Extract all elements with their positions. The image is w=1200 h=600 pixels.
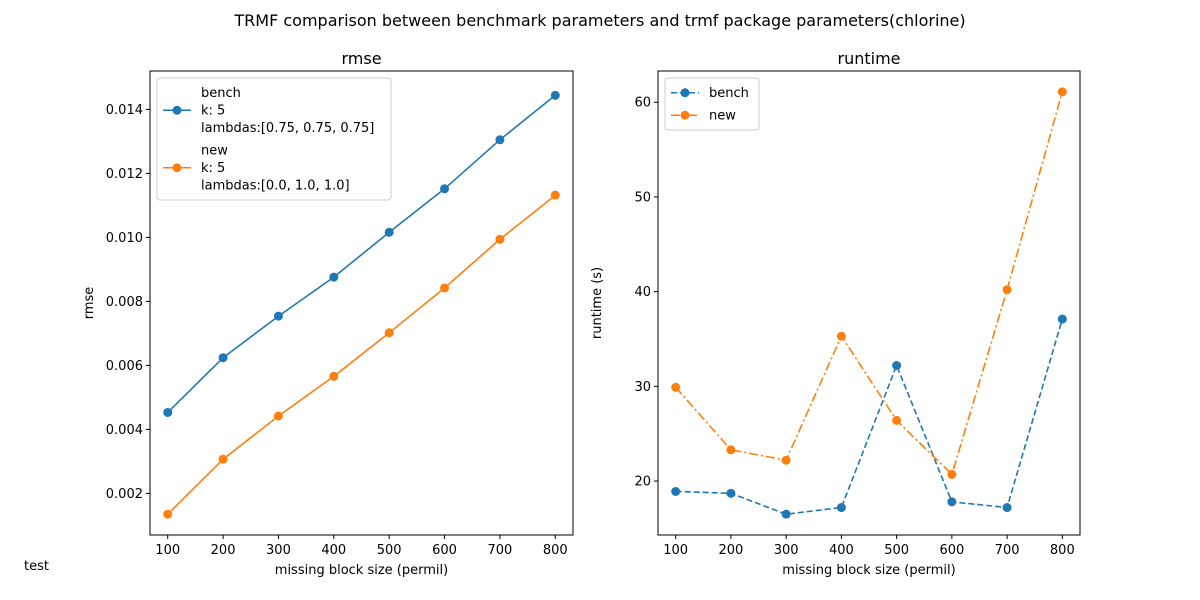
data-point-bench [329, 272, 339, 282]
y-tick-label: 60 [634, 96, 651, 111]
x-tick-label: 600 [939, 543, 964, 558]
data-point-new [218, 454, 228, 464]
x-tick-label: 500 [884, 543, 909, 558]
legend-label: bench [709, 86, 749, 101]
data-point-bench [836, 503, 846, 513]
data-point-bench [726, 488, 736, 498]
y-tick-label: 50 [634, 190, 651, 205]
legend-label: new [709, 109, 736, 124]
x-tick-label: 500 [377, 543, 402, 558]
data-point-new [1002, 285, 1012, 295]
y-tick-label: 40 [634, 285, 651, 300]
y-axis-label: runtime (s) [590, 267, 605, 339]
runtime-chart-panel: runtime missing block size (permil) runtim… [590, 49, 1081, 578]
y-tick-label: 0.008 [106, 295, 143, 310]
data-point-bench [495, 135, 505, 145]
axes-frame [149, 70, 574, 536]
x-tick-label: 800 [1050, 543, 1075, 558]
data-point-bench [550, 90, 560, 100]
x-tick-label: 700 [995, 543, 1020, 558]
y-tick-label: 30 [634, 380, 651, 395]
y-tick-label: 20 [634, 475, 651, 490]
axes-title: rmse [341, 49, 381, 68]
x-tick-label: 400 [829, 543, 854, 558]
legend: bench new [664, 77, 760, 131]
x-axis-label: missing block size (permil) [782, 563, 955, 578]
axes-title: runtime [837, 49, 900, 68]
data-point-new [550, 190, 560, 200]
y-tick-label: 0.010 [106, 231, 143, 246]
data-point-bench [1057, 314, 1067, 324]
series-line-bench [675, 318, 1064, 516]
data-point-bench [218, 353, 228, 363]
data-point-bench [163, 407, 173, 417]
legend-label: lambdas:[0.75, 0.75, 0.75] [201, 121, 374, 136]
footnote-text: test [24, 559, 49, 574]
x-tick-label: 300 [266, 543, 291, 558]
series-line-new [675, 91, 1064, 476]
y-tick-label: 0.006 [106, 359, 143, 374]
data-point-new [273, 411, 283, 421]
series-line-bench [167, 94, 556, 413]
data-point-new [947, 469, 957, 479]
x-tick-label: 100 [155, 543, 180, 558]
data-point-bench [384, 227, 394, 237]
x-tick-label: 300 [774, 543, 799, 558]
legend-label: new [201, 144, 228, 159]
data-point-new [671, 382, 681, 392]
x-tick-label: 200 [211, 543, 236, 558]
data-point-bench [892, 360, 902, 370]
y-tick-label: 0.002 [106, 487, 143, 502]
legend-label: bench [201, 86, 241, 101]
y-axis-label: rmse [82, 287, 97, 320]
y-tick-label: 0.012 [106, 167, 143, 182]
y-tick-label: 0.004 [106, 423, 143, 438]
data-point-new [781, 455, 791, 465]
rmse-chart-panel: rmse missing block size (permil) rmse 100 20… [82, 49, 574, 578]
data-point-bench [781, 509, 791, 519]
legend-box [156, 77, 392, 201]
y-tick-label: 0.014 [106, 103, 143, 118]
legend-marker-new [680, 110, 690, 120]
legend-marker-new [172, 163, 182, 173]
data-point-new [726, 445, 736, 455]
data-point-new [440, 283, 450, 293]
data-point-new [329, 371, 339, 381]
x-axis-label: missing block size (permil) [275, 563, 448, 578]
data-point-new [1057, 87, 1067, 97]
series-line-new [167, 194, 556, 515]
x-tick-label: 600 [432, 543, 457, 558]
x-tick-label: 800 [543, 543, 568, 558]
legend-label: k: 5 [201, 161, 225, 176]
data-point-new [892, 415, 902, 425]
data-point-bench [947, 497, 957, 507]
data-point-bench [671, 486, 681, 496]
x-tick-label: 100 [663, 543, 688, 558]
data-point-new [384, 328, 394, 338]
data-point-new [163, 509, 173, 519]
data-point-new [495, 234, 505, 244]
figure-title: TRMF comparison between benchmark parame… [233, 11, 965, 30]
axes-frame [657, 70, 1081, 536]
data-point-bench [1002, 503, 1012, 513]
legend-label: lambdas:[0.0, 1.0, 1.0] [201, 179, 350, 194]
x-tick-label: 200 [718, 543, 743, 558]
x-tick-label: 400 [321, 543, 346, 558]
data-point-bench [273, 311, 283, 321]
data-point-new [836, 331, 846, 341]
legend-label: k: 5 [201, 104, 225, 119]
data-point-bench [440, 184, 450, 194]
legend-marker-bench [172, 105, 182, 115]
legend: bench k: 5 lambdas:[0.75, 0.75, 0.75] new k:… [156, 77, 392, 201]
legend-marker-bench [680, 88, 690, 98]
x-tick-label: 700 [488, 543, 513, 558]
